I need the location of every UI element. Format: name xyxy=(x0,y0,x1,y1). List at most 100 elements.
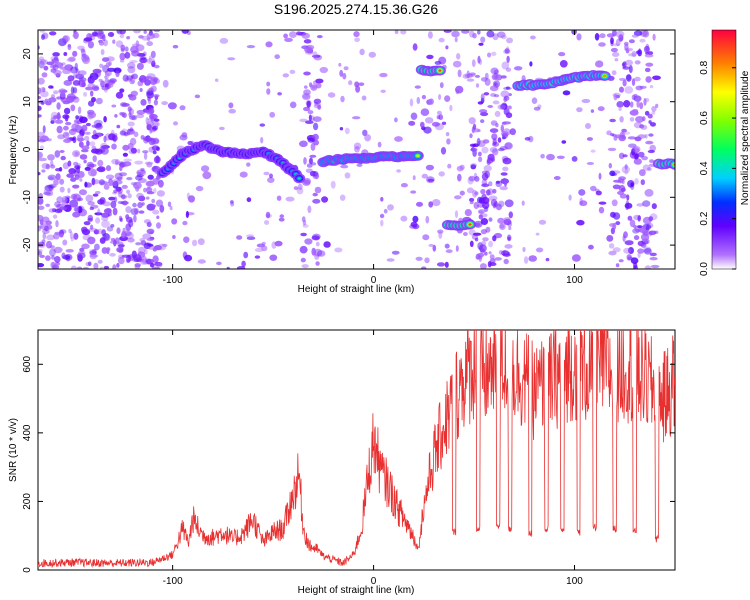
noise-blob-7 xyxy=(650,122,656,127)
noise-blob-2 xyxy=(317,104,322,110)
noise-blob-0 xyxy=(140,56,146,63)
noise-blob-4 xyxy=(455,245,459,252)
noise-blob-4 xyxy=(445,45,449,50)
noise-blob-1 xyxy=(169,205,173,211)
noise-blob-5 xyxy=(506,37,513,44)
noise-blob-0 xyxy=(77,70,87,76)
noise-blob-0 xyxy=(148,137,156,146)
noise-blob-0 xyxy=(87,82,95,89)
noise-blob-0 xyxy=(59,186,65,193)
noise-blob-0 xyxy=(90,224,94,230)
noise-blob-3 xyxy=(364,134,371,142)
noise-blob-5 xyxy=(504,48,510,54)
noise-blob-1 xyxy=(269,111,276,118)
noise-blob-7 xyxy=(621,165,630,174)
noise-blob-6 xyxy=(576,33,582,41)
noise-blob-1 xyxy=(202,171,212,180)
noise-blob-4 xyxy=(425,164,434,171)
noise-blob-0 xyxy=(38,251,43,256)
noise-blob-1 xyxy=(266,81,271,87)
noise-blob-1 xyxy=(297,183,303,190)
noise-blob-0 xyxy=(63,79,73,86)
noise-blob-5 xyxy=(503,86,512,90)
noise-blob-1 xyxy=(156,190,165,197)
noise-blob-2 xyxy=(304,85,308,89)
noise-blob-6 xyxy=(579,200,588,207)
noise-blob-0 xyxy=(59,206,67,211)
noise-blob-1 xyxy=(260,137,264,144)
noise-blob-7 xyxy=(635,116,645,123)
noise-blob-5 xyxy=(488,217,493,222)
noise-blob-2 xyxy=(299,140,308,148)
noise-blob-4 xyxy=(431,121,440,127)
noise-blob-3 xyxy=(321,196,329,203)
noise-blob-2 xyxy=(314,253,320,260)
noise-blob-0 xyxy=(68,56,76,62)
noise-blob-0 xyxy=(135,184,140,192)
noise-blob-7 xyxy=(637,248,645,254)
y-tick-label: 20 xyxy=(22,48,33,60)
colorbar-tick-label: 0.6 xyxy=(699,111,710,125)
noise-blob-1 xyxy=(264,220,270,225)
noise-blob-0 xyxy=(147,97,152,105)
noise-blob-0 xyxy=(119,52,126,61)
noise-blob-4 xyxy=(421,94,426,100)
noise-blob-2 xyxy=(312,51,318,59)
noise-blob-1 xyxy=(265,211,271,219)
noise-blob-0 xyxy=(121,230,125,238)
noise-blob-5 xyxy=(479,109,488,114)
noise-blob-7 xyxy=(637,252,641,258)
noise-blob-0 xyxy=(133,131,139,138)
noise-blob-0 xyxy=(86,161,95,170)
noise-blob-5 xyxy=(491,133,498,141)
noise-blob-2 xyxy=(308,114,312,122)
noise-blob-7 xyxy=(608,243,615,249)
noise-blob-0 xyxy=(145,180,155,187)
noise-blob-0 xyxy=(74,205,80,213)
noise-blob-0 xyxy=(149,178,159,185)
noise-blob-5 xyxy=(492,202,497,209)
noise-blob-5 xyxy=(502,157,512,165)
noise-blob-0 xyxy=(111,104,117,108)
noise-blob-5 xyxy=(487,52,492,58)
noise-blob-0 xyxy=(54,119,64,124)
noise-blob-7 xyxy=(645,97,650,103)
noise-blob-6 xyxy=(586,137,594,141)
noise-blob-0 xyxy=(96,228,103,235)
noise-blob-0 xyxy=(45,101,52,106)
noise-blob-1 xyxy=(181,132,188,138)
noise-blob-0 xyxy=(146,221,152,228)
noise-blob-0 xyxy=(150,85,157,93)
noise-blob-0 xyxy=(122,74,129,82)
noise-blob-0 xyxy=(119,88,125,93)
noise-blob-7 xyxy=(651,106,657,112)
noise-blob-7 xyxy=(640,233,650,242)
noise-blob-0 xyxy=(141,202,145,206)
noise-blob-1 xyxy=(285,196,295,202)
noise-blob-0 xyxy=(88,100,95,107)
noise-blob-5 xyxy=(472,32,477,39)
noise-blob-5 xyxy=(498,200,505,208)
noise-blob-3 xyxy=(334,247,343,253)
noise-blob-0 xyxy=(92,129,97,136)
noise-blob-3 xyxy=(380,89,386,94)
noise-blob-7 xyxy=(649,159,655,164)
noise-blob-4 xyxy=(437,229,444,234)
noise-blob-5 xyxy=(508,93,512,97)
noise-blob-3 xyxy=(340,95,345,103)
noise-blob-5 xyxy=(496,203,502,211)
noise-blob-1 xyxy=(226,266,230,269)
noise-blob-0 xyxy=(39,30,45,33)
noise-blob-0 xyxy=(53,56,59,61)
noise-blob-0 xyxy=(51,264,60,269)
noise-blob-6 xyxy=(595,60,604,68)
noise-blob-0 xyxy=(146,258,154,265)
noise-blob-0 xyxy=(63,204,72,212)
noise-blob-5 xyxy=(480,93,485,101)
noise-blob-5 xyxy=(471,59,476,67)
noise-blob-0 xyxy=(109,252,116,257)
noise-blob-5 xyxy=(492,100,500,105)
noise-blob-7 xyxy=(644,110,650,116)
noise-blob-0 xyxy=(38,263,45,268)
noise-blob-0 xyxy=(146,91,154,99)
